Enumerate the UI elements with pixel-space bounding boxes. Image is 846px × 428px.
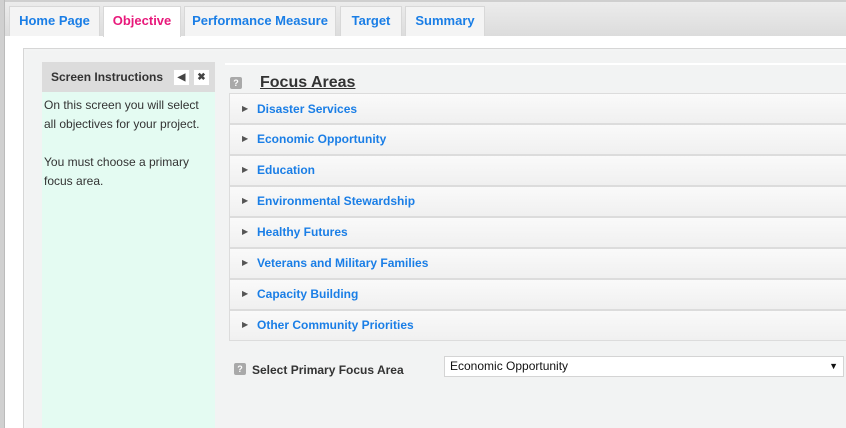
accordion-item[interactable]: ▶ Capacity Building <box>229 279 846 310</box>
help-icon[interactable]: ? <box>234 363 246 375</box>
dropdown-arrow-icon[interactable]: ▼ <box>829 361 838 371</box>
instructions-header: Screen Instructions ◀ ✖ <box>42 62 215 92</box>
selected-value: Economic Opportunity <box>450 359 569 373</box>
instructions-title: Screen Instructions <box>51 70 164 84</box>
focus-areas-accordion: ▶ Disaster Services ▶ Economic Opportunity ▶… <box>229 93 846 341</box>
primary-focus-label: Select Primary Focus Area <box>252 363 404 377</box>
screen-instructions-panel: Screen Instructions ◀ ✖ On this screen y… <box>42 62 215 428</box>
expand-arrow-icon: ▶ <box>242 227 249 236</box>
window-edge <box>0 0 5 428</box>
tab-objective[interactable]: Objective <box>103 6 181 37</box>
accordion-item[interactable]: ▶ Economic Opportunity <box>229 124 846 155</box>
accordion-item-label[interactable]: Economic Opportunity <box>257 132 387 146</box>
accordion-item[interactable]: ▶ Healthy Futures <box>229 217 846 248</box>
primary-focus-select[interactable]: Economic Opportunity ▼ <box>444 356 844 377</box>
expand-arrow-icon: ▶ <box>242 104 249 113</box>
tab-home-page[interactable]: Home Page <box>9 6 100 36</box>
accordion-item-label[interactable]: Environmental Stewardship <box>257 194 416 208</box>
expand-arrow-icon: ▶ <box>242 258 249 267</box>
accordion-item-label[interactable]: Other Community Priorities <box>257 318 414 332</box>
expand-arrow-icon: ▶ <box>242 320 249 329</box>
instructions-text: You must choose a primary focus area. <box>44 155 189 188</box>
accordion-item-label[interactable]: Healthy Futures <box>257 225 348 239</box>
accordion-item[interactable]: ▶ Other Community Priorities <box>229 310 846 341</box>
expand-arrow-icon: ▶ <box>242 134 249 143</box>
collapse-left-icon[interactable]: ◀ <box>173 69 190 86</box>
accordion-item-label[interactable]: Capacity Building <box>257 287 359 301</box>
accordion-item[interactable]: ▶ Environmental Stewardship <box>229 186 846 217</box>
instructions-text: On this screen you will select all objec… <box>44 98 200 131</box>
accordion-item[interactable]: ▶ Disaster Services <box>229 93 846 124</box>
accordion-item-label[interactable]: Education <box>257 163 316 177</box>
accordion-item-label[interactable]: Veterans and Military Families <box>257 256 429 270</box>
expand-arrow-icon: ▶ <box>242 289 249 298</box>
tab-target[interactable]: Target <box>340 6 402 36</box>
help-icon[interactable]: ? <box>230 77 242 89</box>
accordion-item[interactable]: ▶ Veterans and Military Families <box>229 248 846 279</box>
focus-areas-section: ? Focus Areas ▶ Disaster Services ▶ Economi… <box>225 63 846 428</box>
focus-areas-title: Focus Areas <box>260 74 356 91</box>
expand-arrow-icon: ▶ <box>242 196 249 205</box>
tab-summary[interactable]: Summary <box>405 6 485 36</box>
expand-arrow-icon: ▶ <box>242 165 249 174</box>
tab-performance-measure[interactable]: Performance Measure <box>184 6 336 36</box>
accordion-item-label[interactable]: Disaster Services <box>257 102 358 116</box>
accordion-item[interactable]: ▶ Education <box>229 155 846 186</box>
close-icon[interactable]: ✖ <box>193 69 210 86</box>
